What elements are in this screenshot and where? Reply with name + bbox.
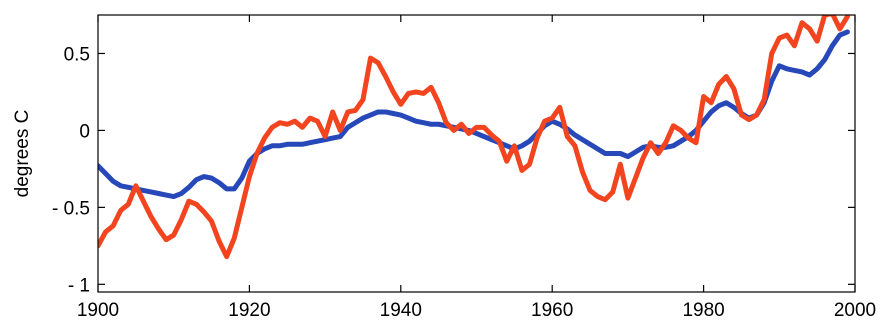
plot-frame	[97, 14, 856, 293]
series-layer	[98, 15, 850, 260]
y-tick-label: 0	[79, 121, 90, 142]
series-line-1	[98, 29, 850, 200]
series-line-2	[98, 15, 850, 260]
y-axis-label: degrees C	[12, 110, 33, 198]
x-tick-label: 1900	[77, 300, 119, 321]
x-tick-label: 1940	[380, 300, 422, 321]
y-tick-label: - 1	[68, 275, 90, 296]
y-tick-label: 0.5	[64, 44, 90, 65]
x-tick-label: 2000	[834, 300, 876, 321]
x-tick-label: 1920	[228, 300, 270, 321]
y-tick-label: - 0.5	[52, 198, 90, 219]
x-tick-label: 1960	[531, 300, 573, 321]
axis-layer: 1900 1920 1940 1960 1980 2000 0.5 0 - 0.5 - 1	[52, 14, 876, 321]
x-tick-label: 1980	[682, 300, 724, 321]
